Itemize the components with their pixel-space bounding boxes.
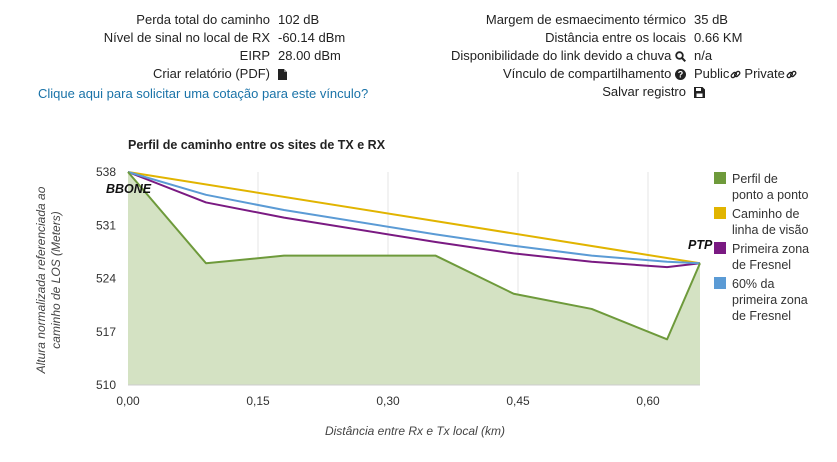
x-tick-label: 0,60 xyxy=(636,394,660,408)
rain-availability-value: n/a xyxy=(694,48,713,63)
link-icon xyxy=(786,70,797,78)
y-tick-label: 517 xyxy=(96,325,116,339)
legend-swatch xyxy=(714,277,726,289)
row-share-link: Vínculo de compartilhamento ? Public Pri… xyxy=(430,65,797,83)
legend-item[interactable]: 60% da primeira zona de Fresnel xyxy=(714,277,808,323)
legend-label: Caminho de linha de visão xyxy=(732,207,808,237)
y-tick-label: 524 xyxy=(96,272,116,286)
link-info-right: Margem de esmaecimento térmico 35 dB Dis… xyxy=(430,11,797,101)
row-fade-margin: Margem de esmaecimento térmico 35 dB xyxy=(430,11,797,29)
x-axis-ticks: 0,00 0,15 0,30 0,45 0,60 xyxy=(116,394,660,408)
row-rain-availability: Disponibilidade do link devido a chuva n… xyxy=(430,47,797,65)
save-record-label: Salvar registro xyxy=(602,84,686,99)
row-save-record: Salvar registro xyxy=(430,83,797,101)
share-private-link[interactable]: Private xyxy=(744,65,797,83)
fade-margin-label: Margem de esmaecimento térmico xyxy=(485,12,686,27)
path-profile-chart: Perfil de caminho entre os sites de TX e… xyxy=(34,138,809,438)
path-loss-value: 102 dB xyxy=(278,12,320,27)
legend-label: 60% da primeira zona de Fresnel xyxy=(732,277,808,323)
share-private-label: Private xyxy=(744,66,785,81)
legend-label: Perfil de ponto a ponto xyxy=(732,172,809,202)
tx-site-label: BBONE xyxy=(106,182,152,196)
row-rx-signal: Nível de sinal no local de RX -60.14 dBm xyxy=(0,29,345,47)
chart-title: Perfil de caminho entre os sites de TX e… xyxy=(128,138,386,152)
x-tick-label: 0,15 xyxy=(246,394,270,408)
y-tick-label: 538 xyxy=(96,165,116,179)
y-axis-label: Altura normalizada referenciada ao camin… xyxy=(34,186,63,374)
y-tick-label: 531 xyxy=(96,218,116,232)
legend-swatch xyxy=(714,172,726,184)
x-tick-label: 0,30 xyxy=(376,394,400,408)
fresnel-60-line xyxy=(127,171,701,265)
fresnel-zone-line xyxy=(127,171,701,269)
x-axis-label: Distância entre Rx e Tx local (km) xyxy=(325,424,505,438)
terrain-area xyxy=(128,172,700,385)
legend-swatch xyxy=(714,207,726,219)
legend-item[interactable]: Perfil de ponto a ponto xyxy=(714,172,809,202)
legend-item[interactable]: Primeira zona de Fresnel xyxy=(714,242,809,272)
series-lines xyxy=(127,171,701,341)
rx-site-label: PTP xyxy=(688,238,713,252)
row-create-report: Criar relatório (PDF) xyxy=(0,65,345,83)
y-axis-label-line-2: caminho de LOS (Meters) xyxy=(49,211,63,348)
row-path-loss: Perda total do caminho 102 dB xyxy=(0,11,345,29)
x-tick-label: 0,00 xyxy=(116,394,140,408)
rx-signal-label: Nível de sinal no local de RX xyxy=(103,30,270,45)
file-icon[interactable] xyxy=(278,68,287,80)
rain-availability-text: Disponibilidade do link devido a chuva xyxy=(450,48,672,63)
question-circle-icon[interactable]: ? xyxy=(675,69,686,81)
save-icon[interactable] xyxy=(694,86,705,98)
y-tick-label: 510 xyxy=(96,378,116,392)
eirp-value: 28.00 dBm xyxy=(278,48,341,63)
rain-availability-label: Disponibilidade do link devido a chuva xyxy=(430,47,686,65)
terrain-profile-line xyxy=(127,171,701,341)
terrain-fill xyxy=(128,172,700,385)
create-report-label: Criar relatório (PDF) xyxy=(152,66,270,81)
eirp-label: EIRP xyxy=(239,48,270,63)
distance-label: Distância entre os locais xyxy=(545,30,686,45)
distance-value: 0.66 KM xyxy=(694,30,743,45)
share-public-label: Public xyxy=(694,66,730,81)
path-loss-label: Perda total do caminho xyxy=(136,12,270,27)
search-icon[interactable] xyxy=(675,51,686,63)
rx-signal-value: -60.14 dBm xyxy=(278,30,346,45)
share-public-link[interactable]: Public xyxy=(694,65,741,83)
line-of-sight-line xyxy=(127,171,701,265)
legend-label: Primeira zona de Fresnel xyxy=(732,242,809,272)
link-info-left: Perda total do caminho 102 dB Nível de s… xyxy=(0,11,345,83)
y-axis-ticks: 510 517 524 531 538 xyxy=(96,165,116,392)
row-eirp: EIRP 28.00 dBm xyxy=(0,47,345,65)
row-distance: Distância entre os locais 0.66 KM xyxy=(430,29,797,47)
legend-swatch xyxy=(714,242,726,254)
x-tick-label: 0,45 xyxy=(506,394,530,408)
request-quote-link[interactable]: Clique aqui para solicitar uma cotação p… xyxy=(38,86,369,101)
chart-legend: Perfil de ponto a ponto Caminho de linha de… xyxy=(714,172,809,323)
y-axis-label-line-1: Altura normalizada referenciada ao xyxy=(34,186,48,374)
link-icon xyxy=(730,70,741,78)
share-link-label: Vínculo de compartilhamento ? xyxy=(430,65,686,83)
fade-margin-value: 35 dB xyxy=(694,12,728,27)
share-link-text: Vínculo de compartilhamento xyxy=(503,66,672,81)
svg-text:?: ? xyxy=(678,70,684,80)
legend-item[interactable]: Caminho de linha de visão xyxy=(714,207,808,237)
